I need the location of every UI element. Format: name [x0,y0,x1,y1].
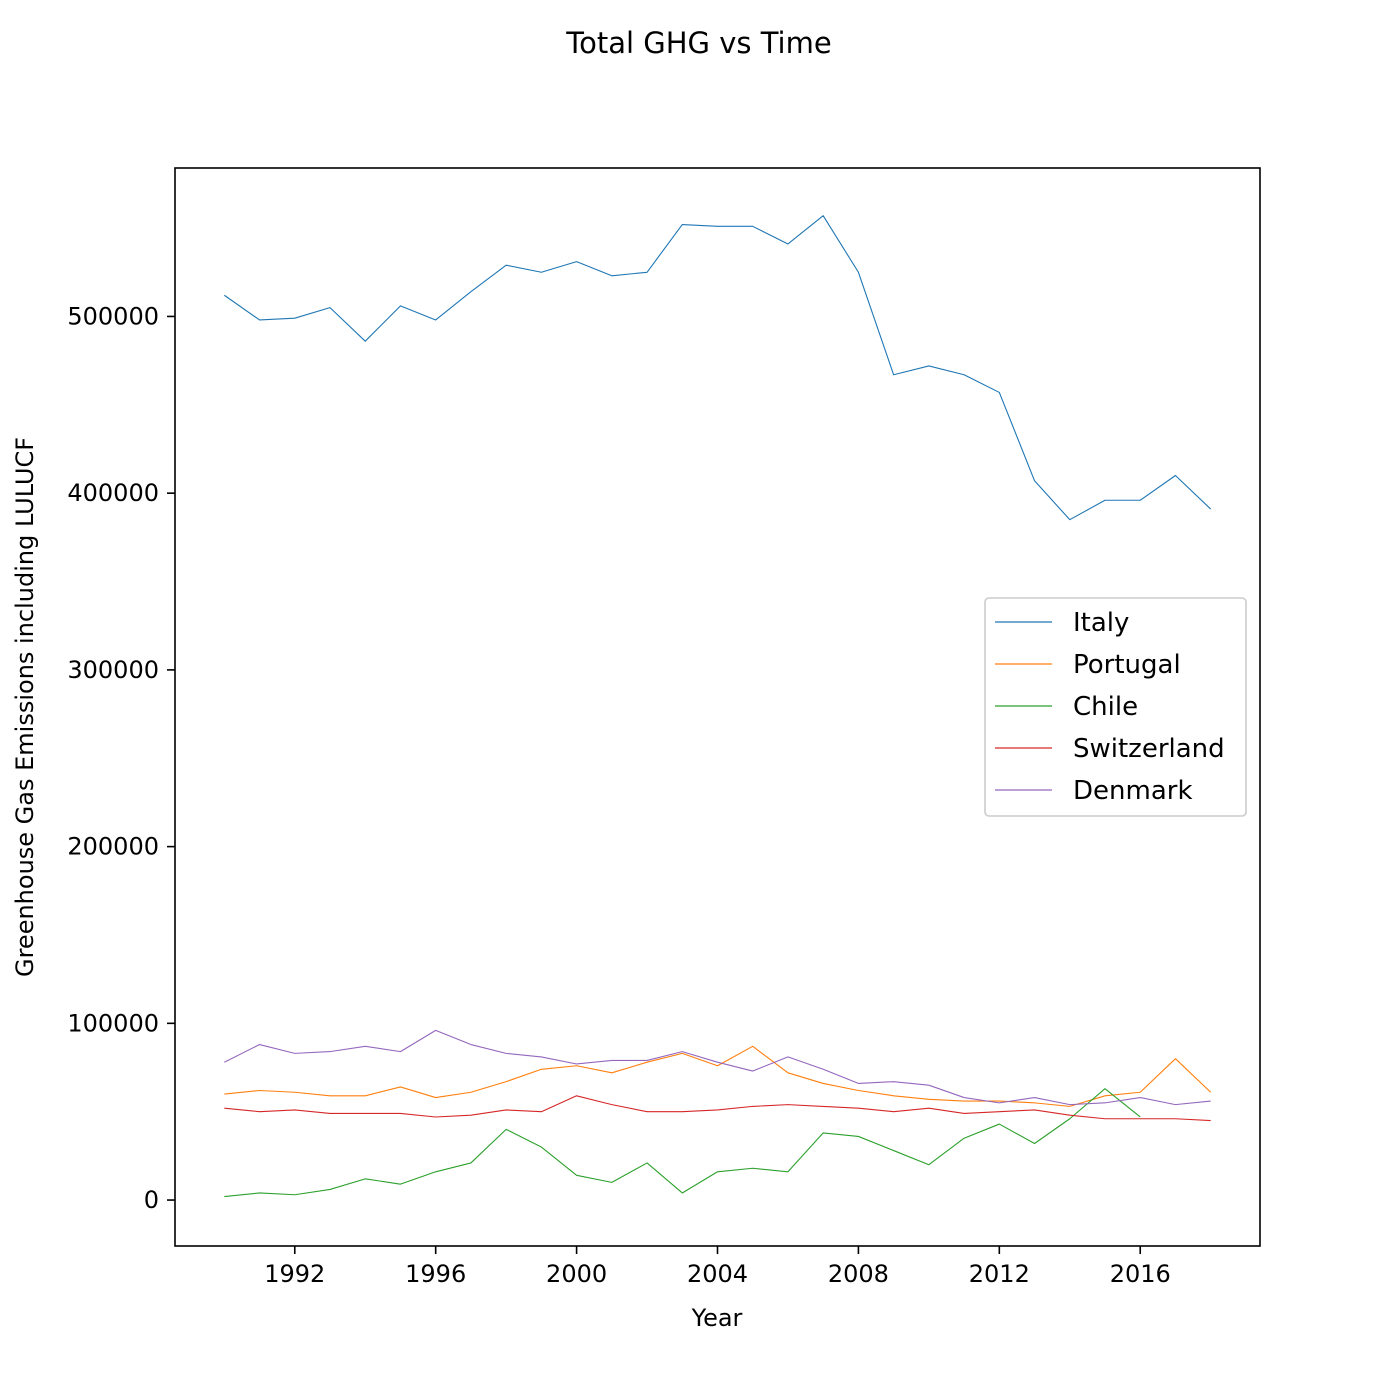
y-tick-label: 100000 [67,1009,159,1037]
legend-label: Portugal [1073,650,1181,680]
y-tick-label: 400000 [67,479,159,507]
x-tick-label: 2000 [546,1260,607,1288]
y-tick-label: 300000 [67,656,159,684]
x-tick-label: 2012 [969,1260,1030,1288]
y-tick-label: 0 [144,1186,159,1214]
series-line-chile [224,1088,1141,1198]
series-line-italy [224,215,1212,521]
series-line-denmark [224,1029,1211,1106]
y-tick-label: 200000 [67,833,159,861]
series-layer [224,215,1212,1198]
legend-box [984,597,1247,817]
x-tick-label: 1996 [405,1260,466,1288]
x-tick-label: 2004 [687,1260,748,1288]
x-tick-label: 2016 [1110,1260,1171,1288]
series-line-switzerland [224,1095,1211,1122]
x-axis-title: Year [691,1304,743,1332]
x-axis: 1992 1996 2000 2004 2008 2012 2016 [264,1246,1171,1288]
legend-label: Denmark [1073,776,1193,806]
legend: Italy Portugal Chile Switzerland Denmark [984,597,1247,817]
x-tick-label: 2008 [828,1260,889,1288]
y-axis-title: Greenhouse Gas Emissions including LULUC… [11,437,39,977]
series-line-portugal [224,1045,1212,1107]
y-axis: 0 100000 200000 300000 400000 500000 [67,302,175,1214]
x-tick-label: 1992 [264,1260,325,1288]
legend-label: Italy [1073,608,1129,638]
legend-label: Chile [1073,692,1138,722]
y-tick-label: 500000 [67,302,159,330]
legend-label: Switzerland [1073,734,1225,764]
chart-title: Total GHG vs Time [565,26,831,60]
